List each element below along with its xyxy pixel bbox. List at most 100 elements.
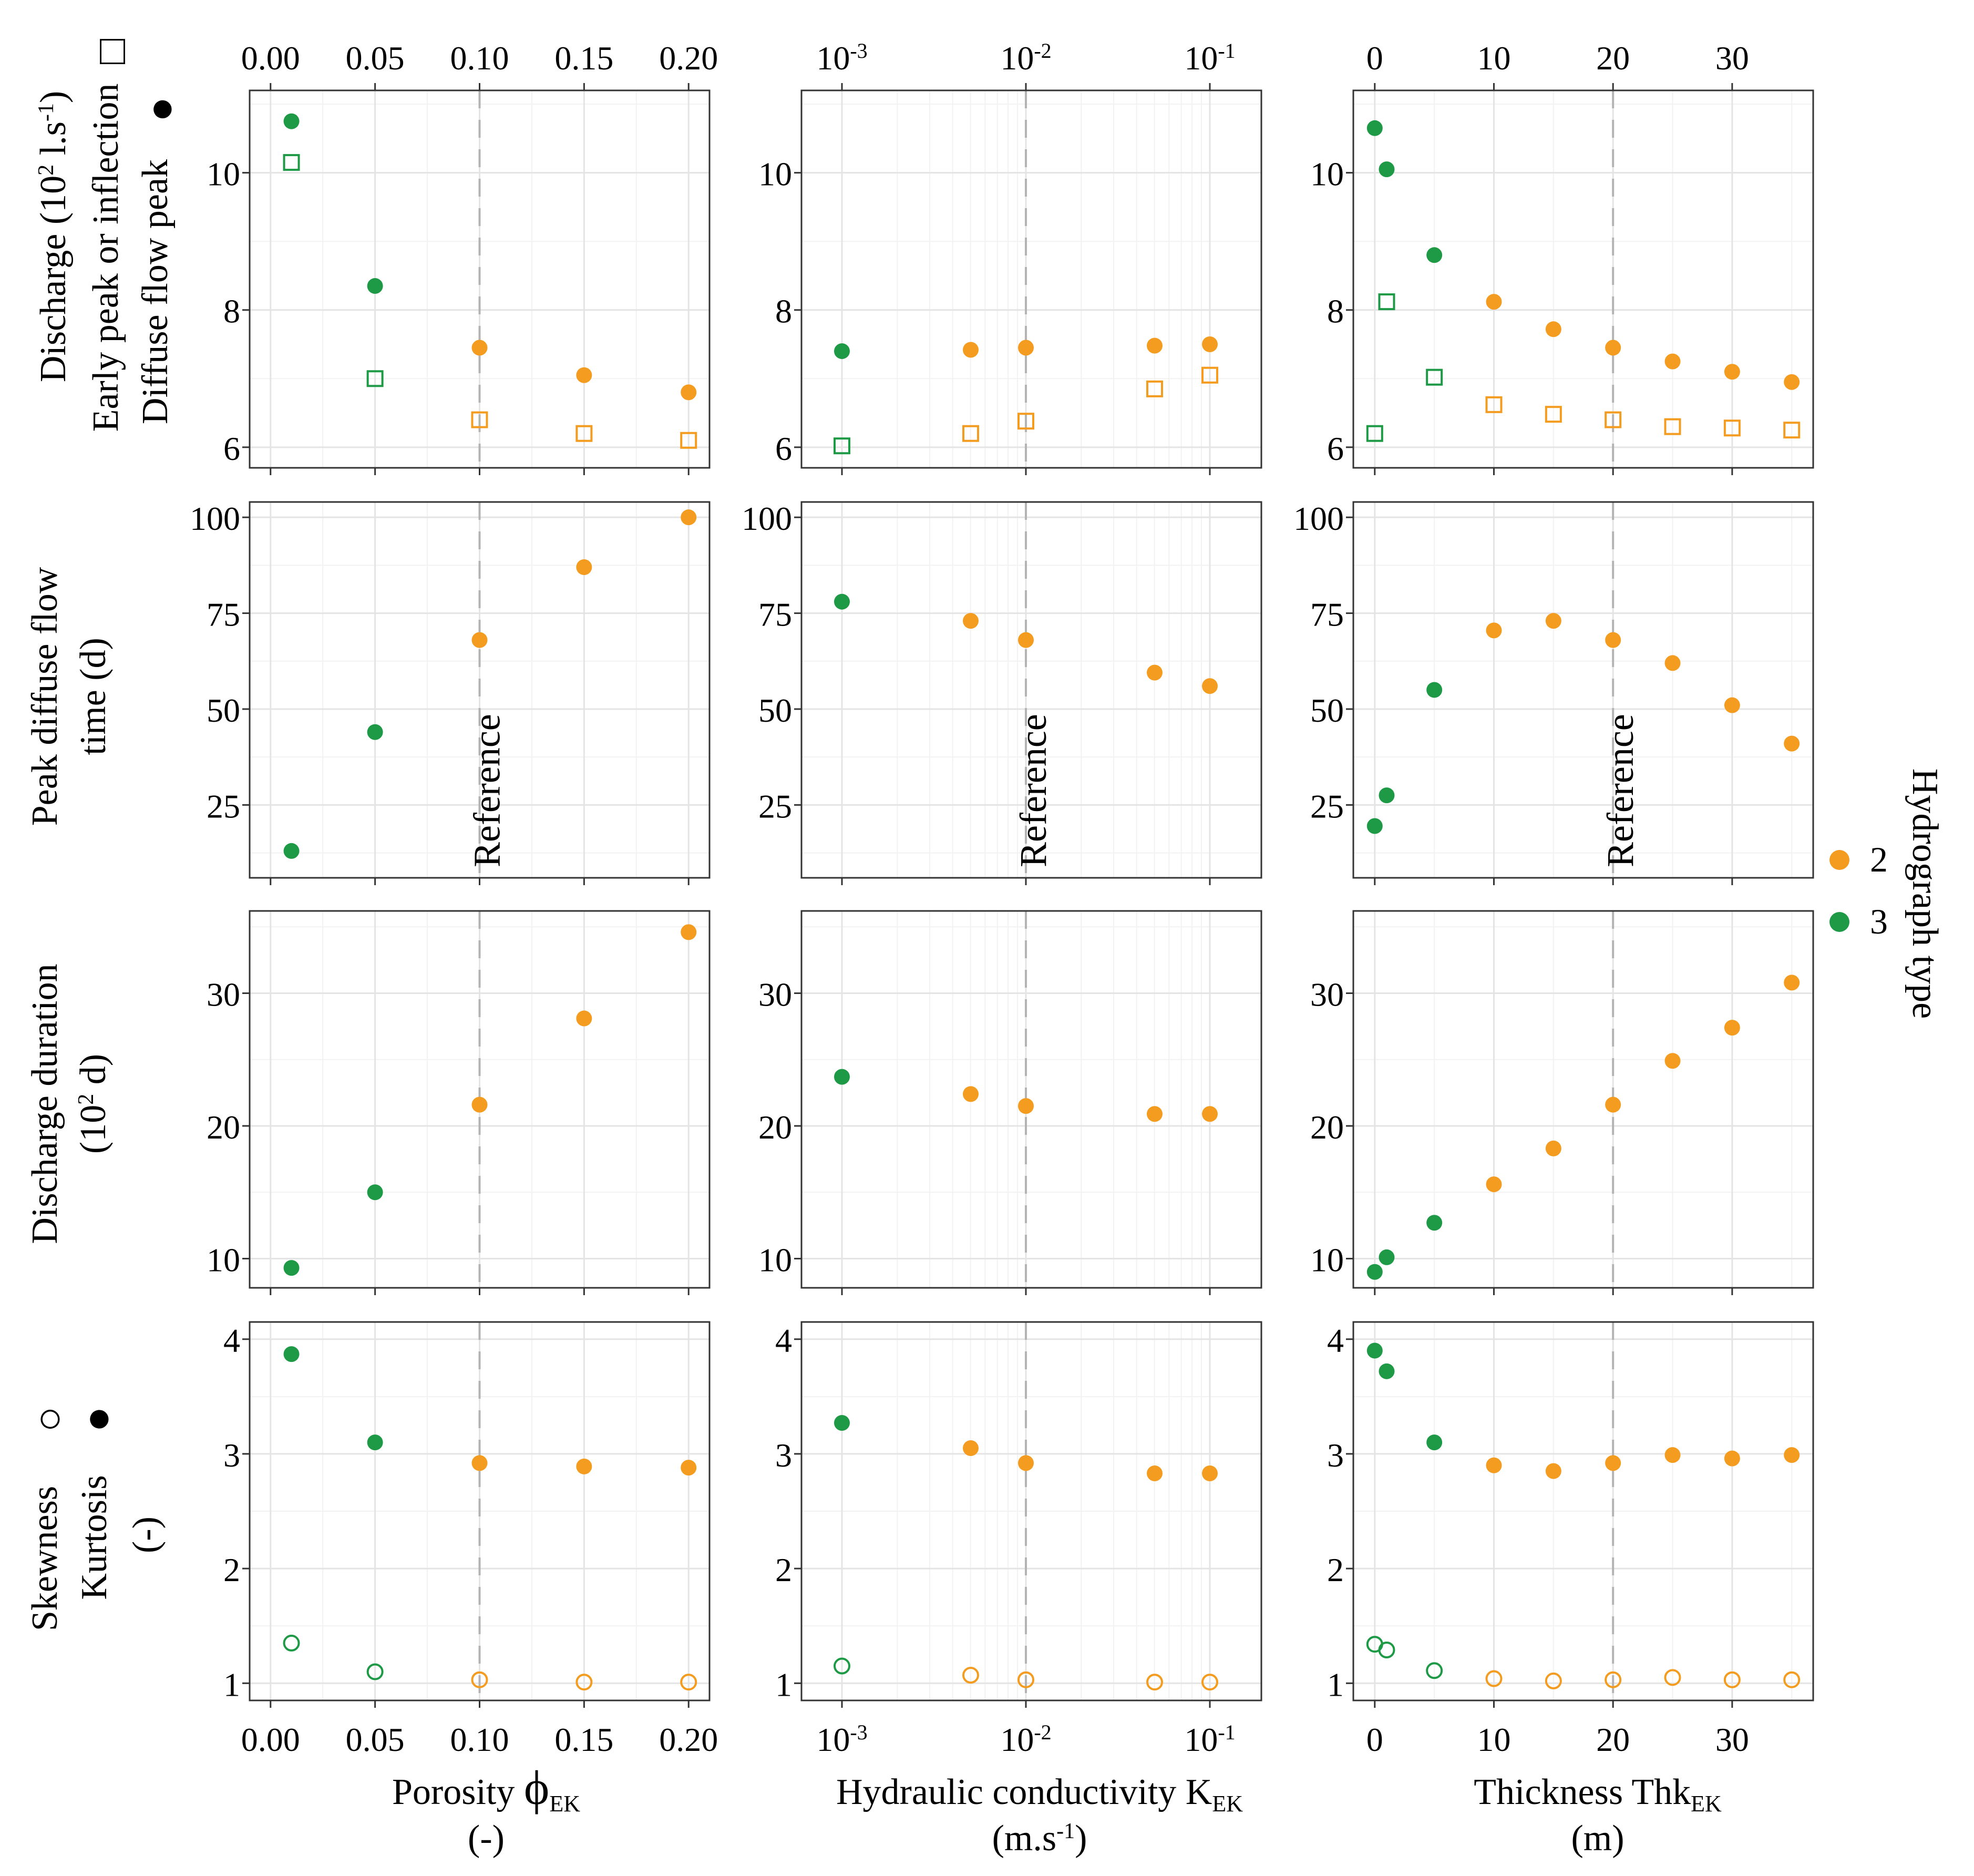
y-tick-label: 10 [207,156,240,193]
y-tick-label: 25 [207,787,240,825]
data-point-open-circle [1723,1671,1741,1688]
legend: Hydrograph type 2 3 [1829,768,1945,1019]
y-tick-label: 8 [1327,293,1344,330]
data-point-open-square [1723,419,1741,437]
data-point-filled [367,278,383,294]
data-point-open-circle [1378,1642,1395,1658]
data-point-filled [1486,1176,1502,1193]
panel-frame [1352,1321,1814,1701]
x-tick-label: 10 [1477,1721,1510,1758]
data-point-open-circle [1605,1671,1622,1688]
data-point-filled [963,342,979,358]
y-tick-label: 10 [1310,1241,1344,1278]
data-point-open-circle [1201,1674,1218,1691]
data-point-filled [1379,1363,1395,1379]
data-point-open-circle [283,1634,300,1652]
data-point-filled [1379,1249,1395,1265]
panel-peak_time-thickness: Reference 25 50 75 100 [1293,500,1814,885]
data-point-filled [1202,1465,1218,1481]
ylabel-skewness: Skewness [25,1486,65,1631]
data-point-filled [1366,1264,1383,1280]
data-point-filled [1664,1447,1681,1463]
x-tick-label: 10-2 [1000,39,1051,77]
reference-label: Reference [1599,714,1641,867]
data-point-filled [471,1096,488,1113]
data-point-filled [1486,294,1502,310]
y-tick-label: 10 [758,156,792,193]
x-tick-label: 20 [1596,39,1630,77]
data-point-filled [1724,1020,1740,1036]
data-point-filled [681,384,697,401]
ylabel-kurtosis: Kurtosis [74,1475,115,1600]
data-point-open-circle [680,1674,697,1691]
x-tick-label: 0.20 [659,1721,718,1758]
x-tick-label: 0.15 [554,39,613,77]
x-tick-label: 0 [1366,1721,1383,1758]
data-point-open-square [1664,418,1681,435]
y-tick-label: 30 [1310,976,1344,1013]
ylabel-discharge: Discharge (102 l.s-1) Early peak or infl… [33,39,184,432]
data-point-filled [1202,678,1218,694]
panel-discharge-porosity: 6 8 10 0.00 0.05 0.10 0.15 0.20 [207,39,718,475]
data-point-filled [1545,321,1561,337]
data-point-filled [681,509,697,526]
data-point-filled [1605,1096,1621,1113]
data-point-open-square [834,437,850,455]
data-point-open-circle [1664,1669,1681,1686]
x-tick-label: 10-3 [816,1720,867,1759]
data-point-filled [1366,1342,1383,1359]
data-point-open-circle [1017,1671,1034,1688]
data-point-filled [1147,1106,1163,1122]
data-point-open-circle [1426,1662,1443,1679]
y-tick-label: 1 [775,1666,792,1703]
y-tick-label: 6 [223,430,240,467]
data-point-filled [1426,1215,1443,1231]
panel-peak_time-porosity: Reference 25 50 75 100 [190,500,711,885]
x-tick-label: 20 [1596,1721,1630,1758]
data-point-filled [963,1440,979,1456]
phi-symbol: ϕ [524,1761,549,1815]
data-point-open-square [680,432,697,449]
data-point-filled [1426,1434,1443,1451]
data-point-filled [283,1260,300,1276]
data-point-filled [681,1460,697,1476]
xlabel-porosity-line2: (-) [468,1818,505,1859]
data-point-open-square [1605,411,1622,428]
legend-label-type-3: 3 [1870,901,1888,941]
data-point-filled [1605,632,1621,648]
panel-background [1353,90,1813,468]
xlabel-conductivity: Hydraulic conductivity KEK (m.s-1) [836,1772,1243,1859]
data-point-filled [1605,340,1621,356]
panel-peak_time-conductivity: Reference 25 50 75 100 [742,500,1262,885]
panel-shape-thickness: 1 2 3 4 0 10 20 30 [1327,1321,1814,1758]
data-point-open-circle [1485,1670,1503,1687]
data-point-filled [1366,818,1383,834]
panel-duration-thickness: 10 20 30 [1310,910,1814,1295]
y-tick-label: 4 [1327,1322,1344,1359]
legend-title: Hydrograph type [1905,768,1945,1019]
xlabel-thickness-line2: (m) [1571,1818,1624,1859]
data-point-filled [1545,613,1561,629]
y-tick-label: 10 [1310,156,1344,193]
ylabel-shape-unit: (-) [126,1516,166,1553]
data-point-open-square [1783,422,1801,439]
y-tick-label: 1 [1327,1666,1344,1703]
x-tick-label: 10-1 [1184,1720,1235,1759]
data-point-open-square [1426,368,1443,386]
x-tick-label: 0.05 [346,39,405,77]
panel-frame [800,89,1262,469]
ylabel-duration-line2: (102 d) [73,1054,114,1154]
reference-label: Reference [1012,714,1054,867]
data-point-filled [471,632,488,648]
x-tick-label: 10-1 [1184,39,1235,77]
data-point-open-square [1366,425,1383,442]
y-tick-label: 100 [190,500,240,537]
x-tick-label: 0.15 [554,1721,613,1758]
ylabel-early-peak: Early peak or inflection [86,84,126,432]
panel-frame [800,501,1262,879]
data-point-filled [283,113,300,129]
data-point-filled [834,593,850,610]
panel-shape-porosity: 1 2 3 4 0.00 0.05 0.10 0.15 0.20 [223,1321,718,1758]
